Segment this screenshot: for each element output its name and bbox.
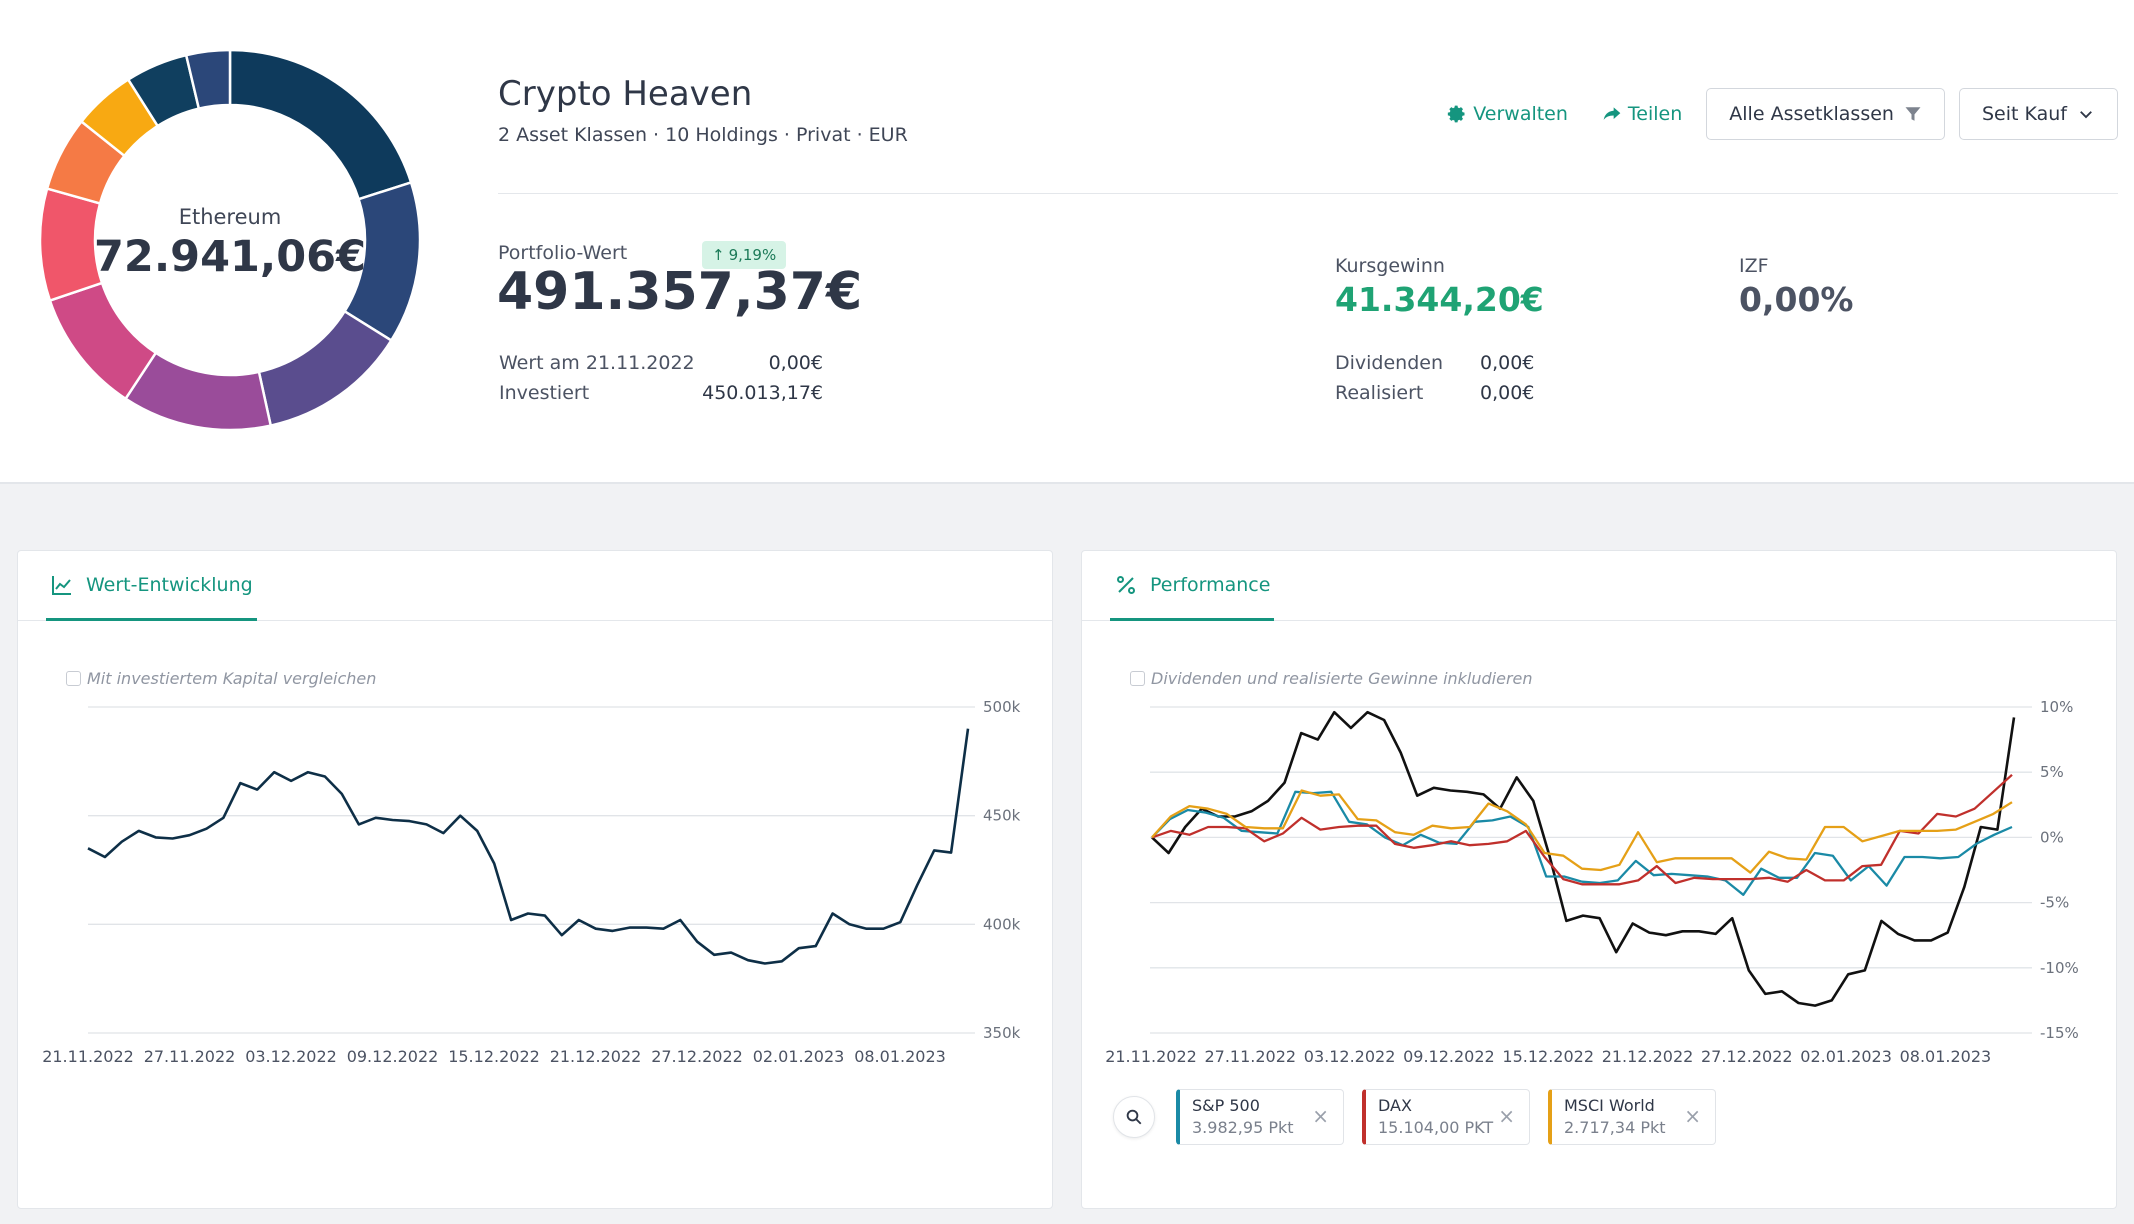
share-label: Teilen: [1627, 103, 1683, 125]
benchmark-name: S&P 500: [1192, 1096, 1260, 1115]
include-dividends-toggle[interactable]: Dividenden und realisierte Gewinne inklu…: [1130, 669, 1533, 688]
benchmark-chip[interactable]: MSCI World 2.717,34 Pkt ×: [1548, 1089, 1716, 1145]
portfolio-title: Crypto Heaven: [498, 74, 753, 114]
realized-value: 0,00€: [1480, 382, 1535, 404]
portfolio-header: Ethereum 72.941,06€ Crypto Heaven 2 Asse…: [0, 0, 2134, 484]
benchmark-value: 2.717,34 Pkt: [1564, 1118, 1666, 1137]
compare-invested-label: Mit investiertem Kapital vergleichen: [87, 669, 377, 688]
portfolio-value: 491.357,37€: [497, 262, 863, 322]
header-actions: Verwalten Teilen Alle Assetklassen Seit …: [1437, 88, 2118, 140]
header-divider: [498, 193, 2118, 194]
dividends-label: Dividenden: [1335, 352, 1444, 374]
invested-value: 450.013,17€: [702, 382, 823, 404]
include-dividends-checkbox[interactable]: [1130, 671, 1145, 686]
benchmark-value: 3.982,95 Pkt: [1192, 1118, 1294, 1137]
percent-icon: [1117, 575, 1135, 594]
portfolio-subtitle: 2 Asset Klassen · 10 Holdings · Privat ·…: [498, 124, 908, 146]
tab-performance-label: Performance: [1150, 573, 1271, 596]
benchmark-search-button[interactable]: [1113, 1096, 1155, 1138]
compare-invested-checkbox[interactable]: [66, 671, 81, 686]
dividends-value: 0,00€: [1480, 352, 1535, 374]
asset-class-filter[interactable]: Alle Assetklassen: [1706, 88, 1945, 140]
portfolio-value-label: Portfolio-Wert: [498, 242, 628, 264]
change-badge-value: 9,19%: [728, 246, 777, 264]
manage-button[interactable]: Verwalten: [1437, 103, 1578, 125]
line-chart-icon: [52, 575, 71, 595]
irr-label: IZF: [1739, 255, 1769, 277]
manage-label: Verwalten: [1473, 103, 1568, 125]
period-select[interactable]: Seit Kauf: [1958, 88, 2118, 140]
tab-value-development-label: Wert-Entwicklung: [86, 573, 253, 596]
share-button[interactable]: Teilen: [1592, 103, 1692, 125]
arrow-up-icon: ↑: [712, 246, 725, 264]
value-at-date: 0,00€: [768, 352, 823, 374]
price-gain-value: 41.344,20€: [1335, 280, 1544, 319]
chevron-down-icon: [2080, 111, 2092, 119]
price-gain-label: Kursgewinn: [1335, 255, 1445, 277]
change-badge: ↑ 9,19%: [702, 241, 787, 269]
benchmark-chip[interactable]: S&P 500 3.982,95 Pkt ×: [1176, 1089, 1344, 1145]
close-icon[interactable]: ×: [1498, 1104, 1515, 1128]
benchmark-chip[interactable]: DAX 15.104,00 PKT ×: [1362, 1089, 1530, 1145]
share-arrow-icon: [1603, 107, 1621, 120]
tab-performance[interactable]: Performance: [1110, 551, 1275, 621]
value-card-tabbar: Wert-Entwicklung: [18, 551, 1052, 621]
donut-center-label: Ethereum: [178, 205, 282, 229]
asset-class-filter-label: Alle Assetklassen: [1729, 103, 1894, 125]
compare-invested-toggle[interactable]: Mit investiertem Kapital vergleichen: [66, 669, 376, 688]
value-development-card: Wert-Entwicklung Mit investiertem Kapita…: [17, 550, 1053, 1209]
close-icon[interactable]: ×: [1312, 1104, 1329, 1128]
filter-icon: [1905, 107, 1921, 121]
performance-card-tabbar: Performance: [1082, 551, 2116, 621]
benchmark-name: DAX: [1378, 1096, 1412, 1115]
period-select-label: Seit Kauf: [1981, 103, 2067, 125]
allocation-donut-chart[interactable]: [30, 40, 430, 440]
value-at-date-label: Wert am 21.11.2022: [499, 352, 695, 374]
donut-segment[interactable]: [228, 48, 413, 201]
donut-segment[interactable]: [184, 48, 232, 111]
realized-label: Realisiert: [1335, 382, 1424, 404]
tab-value-development[interactable]: Wert-Entwicklung: [46, 551, 257, 621]
irr-value: 0,00%: [1739, 280, 1854, 319]
close-icon[interactable]: ×: [1684, 1104, 1701, 1128]
search-icon: [1126, 1109, 1142, 1125]
gear-icon: [1448, 105, 1465, 123]
benchmark-value: 15.104,00 PKT: [1378, 1118, 1494, 1137]
donut-center-value: 72.941,06€: [93, 232, 367, 282]
invested-label: Investiert: [499, 382, 590, 404]
include-dividends-label: Dividenden und realisierte Gewinne inklu…: [1151, 669, 1533, 688]
donut-segment[interactable]: [257, 309, 394, 428]
benchmark-name: MSCI World: [1564, 1096, 1655, 1115]
